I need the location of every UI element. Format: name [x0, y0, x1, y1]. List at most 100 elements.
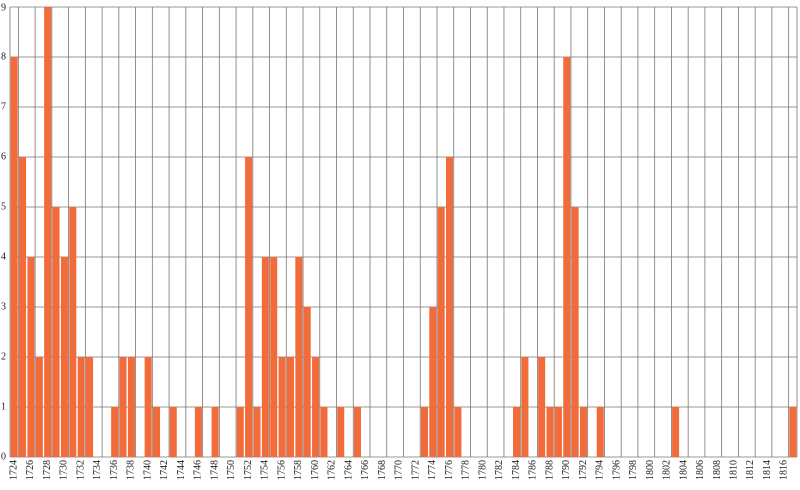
x-tick-label: 1782 [494, 460, 505, 480]
bar [86, 357, 94, 457]
x-tick-label: 1756 [276, 460, 287, 480]
x-tick-label: 1812 [745, 460, 756, 480]
x-tick-label: 1772 [410, 460, 421, 480]
x-tick-label: 1816 [779, 460, 790, 480]
x-tick-label: 1760 [310, 460, 321, 480]
bar [261, 257, 269, 457]
y-tick-label: 5 [1, 201, 6, 212]
x-tick-label: 1730 [59, 460, 70, 480]
bar [152, 407, 161, 457]
bar [546, 407, 554, 457]
x-tick-label: 1804 [678, 460, 689, 480]
x-tick-label: 1728 [42, 460, 53, 480]
x-tick-label: 1752 [243, 460, 254, 480]
bar [52, 207, 60, 457]
y-tick-label: 8 [1, 51, 6, 62]
x-tick-label: 1742 [159, 460, 170, 480]
y-tick-label: 1 [1, 401, 6, 412]
x-tick-label: 1744 [176, 460, 187, 480]
bar [513, 407, 521, 457]
bar [278, 357, 286, 457]
x-tick-label: 1726 [25, 460, 36, 480]
x-tick-label: 1794 [595, 460, 606, 480]
x-tick-label: 1762 [327, 460, 338, 480]
bar [454, 407, 462, 457]
x-tick-label: 1792 [578, 460, 589, 480]
x-tick-label: 1802 [662, 460, 673, 480]
bar [270, 257, 278, 457]
bar [236, 407, 244, 457]
bar [571, 207, 579, 457]
bar [27, 257, 35, 457]
bar [429, 307, 437, 457]
bar [35, 357, 43, 457]
x-tick-label: 1774 [427, 460, 438, 480]
x-tick-label: 1790 [561, 460, 572, 480]
y-tick-label: 4 [1, 251, 6, 262]
x-tick-label: 1806 [695, 460, 706, 480]
x-tick-label: 1738 [126, 460, 137, 480]
x-tick-label: 1736 [109, 460, 120, 480]
bar [44, 7, 52, 457]
x-tick-label: 1796 [611, 460, 622, 480]
x-tick-label: 1768 [377, 460, 388, 480]
x-tick-label: 1750 [226, 460, 237, 480]
bar [69, 207, 77, 457]
x-tick-label: 1754 [260, 460, 271, 480]
x-tick-label: 1810 [729, 460, 740, 480]
bar [789, 407, 797, 457]
bar [579, 407, 588, 457]
x-tick-label: 1764 [343, 460, 354, 480]
bar [77, 357, 85, 457]
bar [437, 207, 445, 457]
x-tick-label: 1814 [762, 460, 773, 480]
y-tick-label: 3 [1, 301, 6, 312]
bar [521, 357, 529, 457]
bar [446, 157, 454, 457]
y-tick-label: 9 [1, 2, 6, 13]
bar [286, 357, 294, 457]
x-tick-label: 1800 [645, 460, 656, 480]
bar [19, 157, 27, 457]
bar [194, 407, 202, 457]
bar [111, 407, 119, 457]
bar [554, 407, 562, 457]
y-tick-label: 7 [1, 101, 6, 112]
bar [312, 357, 320, 457]
bar [337, 407, 345, 457]
x-tick-label: 1808 [712, 460, 723, 480]
x-tick-label: 1786 [528, 460, 539, 480]
bar [169, 407, 177, 457]
bar [119, 357, 127, 457]
x-tick-label: 1778 [461, 460, 472, 480]
x-tick-label: 1798 [628, 460, 639, 480]
bar [253, 407, 261, 457]
bar [303, 307, 311, 457]
y-tick-label: 6 [1, 151, 6, 162]
x-tick-label: 1770 [394, 460, 405, 480]
x-tick-label: 1734 [92, 460, 103, 480]
bar [144, 357, 152, 457]
x-tick-label: 1766 [360, 460, 371, 480]
bar [127, 357, 135, 457]
bar [353, 407, 361, 457]
y-tick-label: 0 [1, 451, 6, 462]
bar [420, 407, 428, 457]
bar [320, 407, 328, 457]
bar [60, 257, 68, 457]
x-tick-label: 1746 [193, 460, 204, 480]
bar [563, 57, 571, 457]
bar [295, 257, 303, 457]
x-tick-label: 1732 [75, 460, 86, 480]
bar [672, 407, 680, 457]
x-tick-label: 1724 [8, 460, 19, 480]
x-tick-label: 1788 [544, 460, 555, 480]
x-tick-label: 1748 [209, 460, 220, 480]
x-tick-label: 1784 [511, 460, 522, 480]
bar [596, 407, 604, 457]
bar [245, 157, 253, 457]
x-tick-label: 1776 [444, 460, 455, 480]
bar [10, 57, 18, 457]
bar [211, 407, 219, 457]
